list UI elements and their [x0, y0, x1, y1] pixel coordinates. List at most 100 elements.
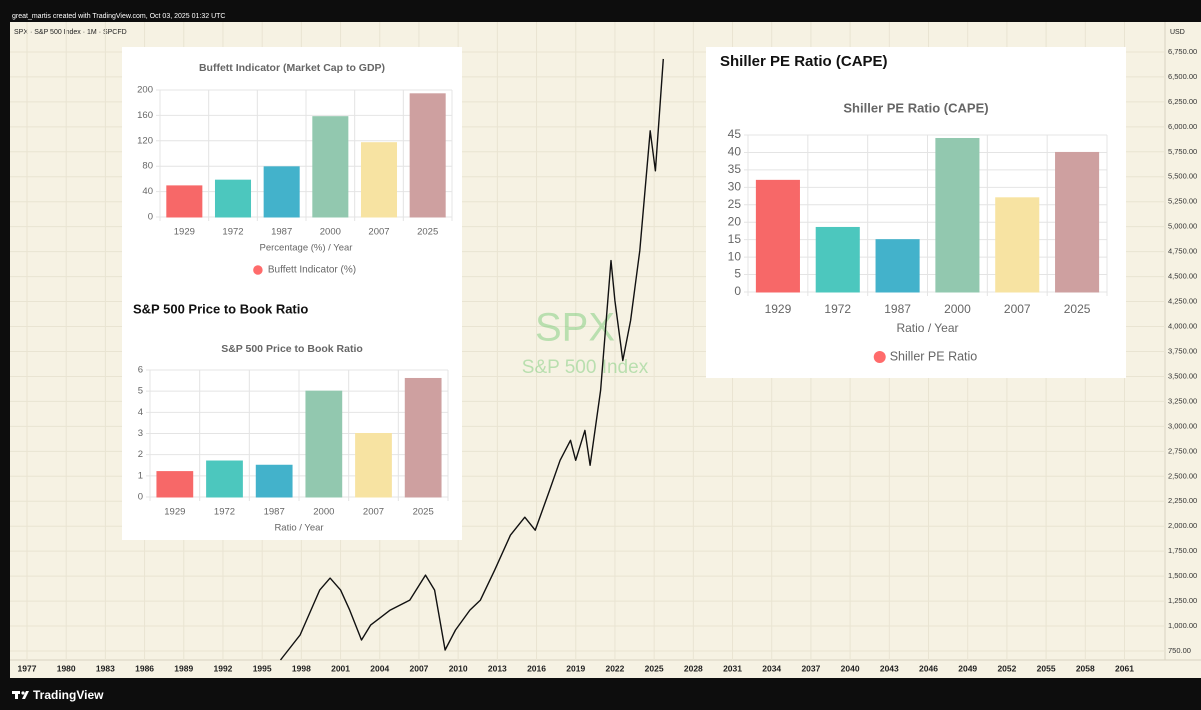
bar [1055, 151, 1100, 293]
axis-unit: USD [1170, 29, 1185, 36]
y-tick-label: 6 [138, 365, 143, 376]
x-axis-label: Ratio / Year [896, 321, 958, 335]
bar [312, 116, 349, 218]
x-tick-label: 2034 [762, 663, 781, 673]
y-tick-label: 1,750.00 [1168, 546, 1197, 555]
x-tick-label: 2000 [944, 302, 971, 316]
y-tick-label: 15 [728, 232, 742, 246]
x-tick-label: 2007 [1004, 302, 1031, 316]
legend-swatch [873, 351, 886, 363]
y-tick-label: 3,000.00 [1168, 421, 1197, 430]
x-tick-label: 2001 [331, 663, 350, 673]
x-tick-label: 1987 [884, 302, 911, 316]
logo-slash [22, 691, 29, 699]
bar [875, 239, 920, 293]
x-axis-label: Ratio / Year [274, 523, 323, 534]
bar [305, 390, 343, 498]
bar [995, 197, 1040, 293]
chart-title: S&P 500 Price to Book Ratio [221, 343, 363, 355]
bar [409, 93, 446, 218]
y-tick-label: 5,000.00 [1168, 222, 1197, 231]
x-tick-label: 1972 [222, 227, 243, 238]
brand: TradingView [33, 688, 104, 702]
bar [355, 433, 392, 498]
chart-title: Buffett Indicator (Market Cap to GDP) [199, 62, 385, 74]
y-tick-label: 4,500.00 [1168, 272, 1197, 281]
y-tick-label: 5,250.00 [1168, 197, 1197, 206]
x-tick-label: 2000 [313, 507, 334, 518]
y-tick-label: 3,250.00 [1168, 396, 1197, 405]
y-tick-label: 25 [728, 197, 742, 211]
y-tick-label: 5,500.00 [1168, 172, 1197, 181]
y-tick-label: 5 [138, 386, 143, 397]
y-tick-label: 1,500.00 [1168, 571, 1197, 580]
y-tick-label: 1 [138, 470, 143, 481]
y-tick-label: 6,250.00 [1168, 97, 1197, 106]
y-tick-label: 30 [728, 180, 742, 194]
y-tick-label: 20 [728, 214, 742, 228]
x-axis-label: Percentage (%) / Year [260, 243, 353, 254]
symbol-line: SPX · S&P 500 Index · 1M · SPCFD [14, 29, 127, 36]
y-tick-label: 200 [137, 85, 153, 96]
y-tick-label: 2,000.00 [1168, 521, 1197, 530]
x-tick-label: 2007 [368, 227, 389, 238]
x-tick-label: 2052 [997, 663, 1016, 673]
y-tick-label: 2,500.00 [1168, 471, 1197, 480]
bar [166, 185, 203, 218]
y-tick-label: 35 [728, 162, 742, 176]
chart-heading: S&P 500 Price to Book Ratio [133, 301, 308, 316]
bar [360, 142, 398, 218]
y-tick-label: 0 [148, 212, 153, 223]
x-tick-label: 2016 [527, 663, 546, 673]
legend-label: Shiller PE Ratio [890, 349, 978, 363]
legend-label: Buffett Indicator (%) [268, 265, 356, 276]
x-tick-label: 2058 [1076, 663, 1095, 673]
chart-heading: Shiller PE Ratio (CAPE) [720, 53, 888, 70]
price-line [279, 58, 664, 661]
bar [214, 179, 252, 218]
legend-swatch [253, 265, 263, 275]
x-tick-label: 2025 [645, 663, 664, 673]
y-tick-label: 160 [137, 110, 153, 121]
bar [935, 137, 980, 293]
y-tick-label: 4,250.00 [1168, 297, 1197, 306]
x-tick-label: 2022 [605, 663, 624, 673]
bar [156, 471, 194, 498]
x-tick-label: 1987 [264, 507, 285, 518]
logo-stem [15, 691, 18, 699]
x-tick-label: 1986 [135, 663, 154, 673]
y-tick-label: 2 [138, 449, 143, 460]
x-tick-label: 1929 [164, 507, 185, 518]
chart-title: Shiller PE Ratio (CAPE) [843, 100, 988, 115]
brand-logo [12, 691, 29, 699]
bar [255, 464, 293, 498]
x-tick-label: 2010 [449, 663, 468, 673]
y-tick-label: 40 [142, 186, 153, 197]
y-tick-label: 2,750.00 [1168, 446, 1197, 455]
x-tick-label: 2004 [370, 663, 389, 673]
x-tick-label: 1983 [96, 663, 115, 673]
x-tick-label: 2055 [1037, 663, 1056, 673]
watermark-name: S&P 500 Index [522, 357, 649, 378]
x-tick-label: 2046 [919, 663, 938, 673]
y-tick-label: 1,000.00 [1168, 621, 1197, 630]
y-tick-label: 80 [142, 161, 153, 172]
bar [815, 226, 860, 293]
y-tick-label: 3 [138, 428, 143, 439]
y-tick-label: 2,250.00 [1168, 496, 1197, 505]
x-tick-label: 2000 [320, 227, 341, 238]
x-tick-label: 2007 [409, 663, 428, 673]
x-tick-label: 2043 [880, 663, 899, 673]
x-tick-label: 1972 [214, 507, 235, 518]
x-tick-label: 2025 [417, 227, 438, 238]
x-tick-label: 1995 [253, 663, 272, 673]
bar [755, 179, 800, 293]
x-tick-label: 1992 [214, 663, 233, 673]
bar [206, 460, 243, 498]
x-tick-label: 2025 [413, 507, 434, 518]
y-tick-label: 750.00 [1168, 646, 1191, 655]
logo-dot [21, 691, 25, 695]
x-tick-label: 2013 [488, 663, 507, 673]
x-tick-label: 1929 [765, 302, 792, 316]
y-tick-label: 1,250.00 [1168, 596, 1197, 605]
